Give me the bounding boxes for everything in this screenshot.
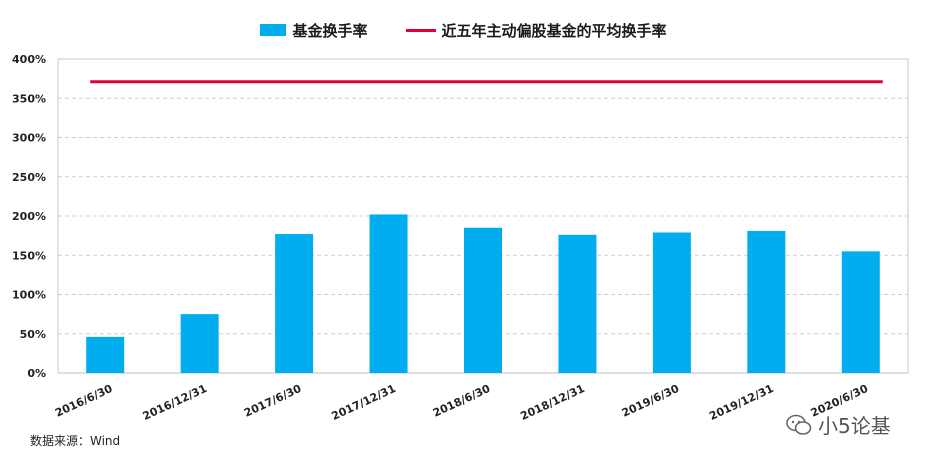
legend-item-average: 近五年主动偏股基金的平均换手率 bbox=[405, 20, 667, 41]
x-tick-label: 2019/12/31 bbox=[707, 382, 775, 423]
y-tick-label: 400% bbox=[12, 53, 46, 66]
watermark: 小5论基 bbox=[786, 410, 891, 439]
x-tick-label: 2018/12/31 bbox=[518, 382, 586, 423]
legend-swatch-line bbox=[405, 28, 436, 32]
wechat-icon bbox=[786, 414, 812, 435]
legend-label-average: 近五年主动偏股基金的平均换手率 bbox=[441, 21, 667, 40]
bar bbox=[86, 336, 125, 373]
y-tick-label: 200% bbox=[12, 210, 46, 223]
legend-label-turnover: 基金换手率 bbox=[292, 21, 368, 40]
bar bbox=[558, 234, 597, 373]
legend-item-turnover: 基金换手率 bbox=[260, 20, 368, 41]
x-tick-label: 2018/6/30 bbox=[431, 382, 493, 420]
bar bbox=[841, 251, 880, 373]
x-tick-label: 2016/6/30 bbox=[53, 382, 115, 420]
y-tick-label: 0% bbox=[27, 367, 46, 380]
y-tick-label: 100% bbox=[12, 289, 46, 302]
bar bbox=[747, 230, 786, 373]
x-tick-label: 2019/6/30 bbox=[620, 382, 682, 420]
y-tick-label: 150% bbox=[12, 249, 46, 262]
y-tick-label: 50% bbox=[20, 328, 46, 341]
bar bbox=[369, 214, 408, 373]
chart-legend: 基金换手率 近五年主动偏股基金的平均换手率 bbox=[0, 18, 927, 42]
source-note: 数据来源：Wind bbox=[30, 434, 121, 448]
bar bbox=[652, 232, 691, 373]
bar bbox=[180, 314, 219, 373]
y-tick-label: 250% bbox=[12, 171, 46, 184]
bar bbox=[275, 234, 314, 373]
x-tick-label: 2016/12/31 bbox=[141, 382, 209, 423]
x-tick-label: 2017/6/30 bbox=[242, 382, 304, 420]
y-tick-label: 350% bbox=[12, 92, 46, 105]
bar bbox=[464, 227, 502, 373]
watermark-text: 小5论基 bbox=[818, 414, 891, 438]
x-tick-label: 2017/12/31 bbox=[330, 382, 398, 423]
legend-swatch-bar bbox=[260, 24, 287, 36]
y-tick-label: 300% bbox=[12, 132, 46, 145]
